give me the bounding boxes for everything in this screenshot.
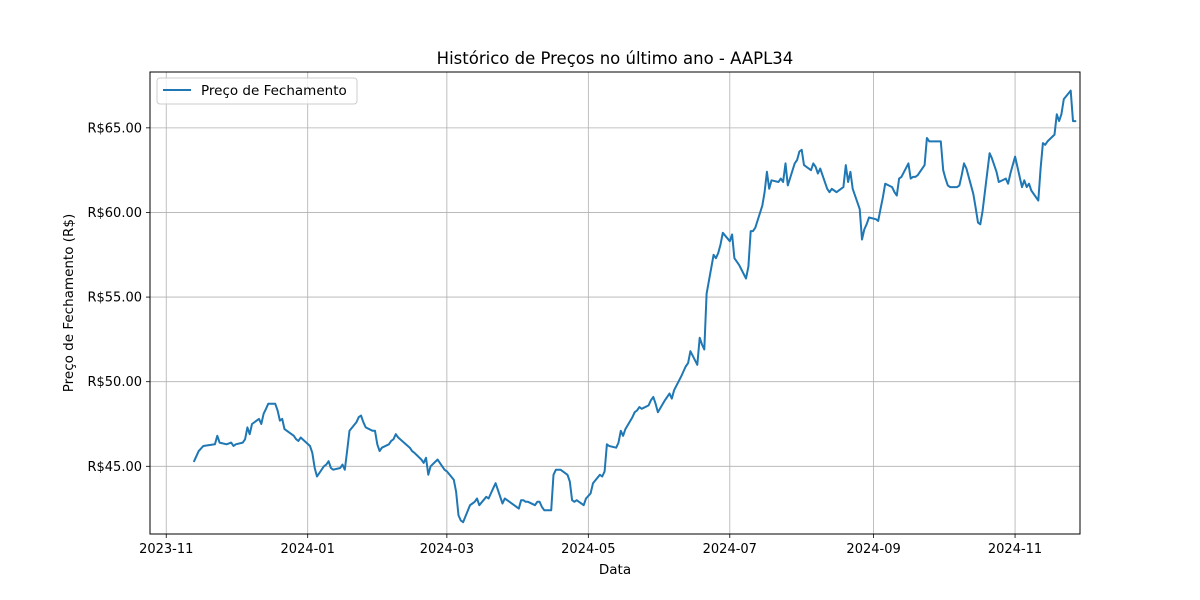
legend: Preço de Fechamento (157, 78, 357, 104)
y-tick-label: R$65.00 (87, 121, 142, 136)
x-tick-label: 2024-09 (846, 542, 900, 557)
y-tick-label: R$50.00 (87, 375, 142, 390)
x-tick-label: 2024-05 (561, 542, 615, 557)
x-tick-label: 2024-11 (988, 542, 1042, 557)
x-tick-label: 2024-01 (281, 542, 335, 557)
x-tick-label: 2024-03 (420, 542, 474, 557)
y-tick-label: R$60.00 (87, 206, 142, 221)
y-tick-label: R$55.00 (87, 291, 142, 306)
y-tick-label: R$45.00 (87, 460, 142, 475)
x-tick-label: 2023-11 (139, 542, 193, 557)
x-axis-label: Data (599, 562, 631, 578)
y-axis-label: Preço de Fechamento (R$) (61, 214, 77, 393)
legend-label: Preço de Fechamento (201, 83, 347, 99)
x-tick-label: 2024-07 (703, 542, 757, 557)
chart-title: Histórico de Preços no último ano - AAPL… (437, 49, 794, 68)
